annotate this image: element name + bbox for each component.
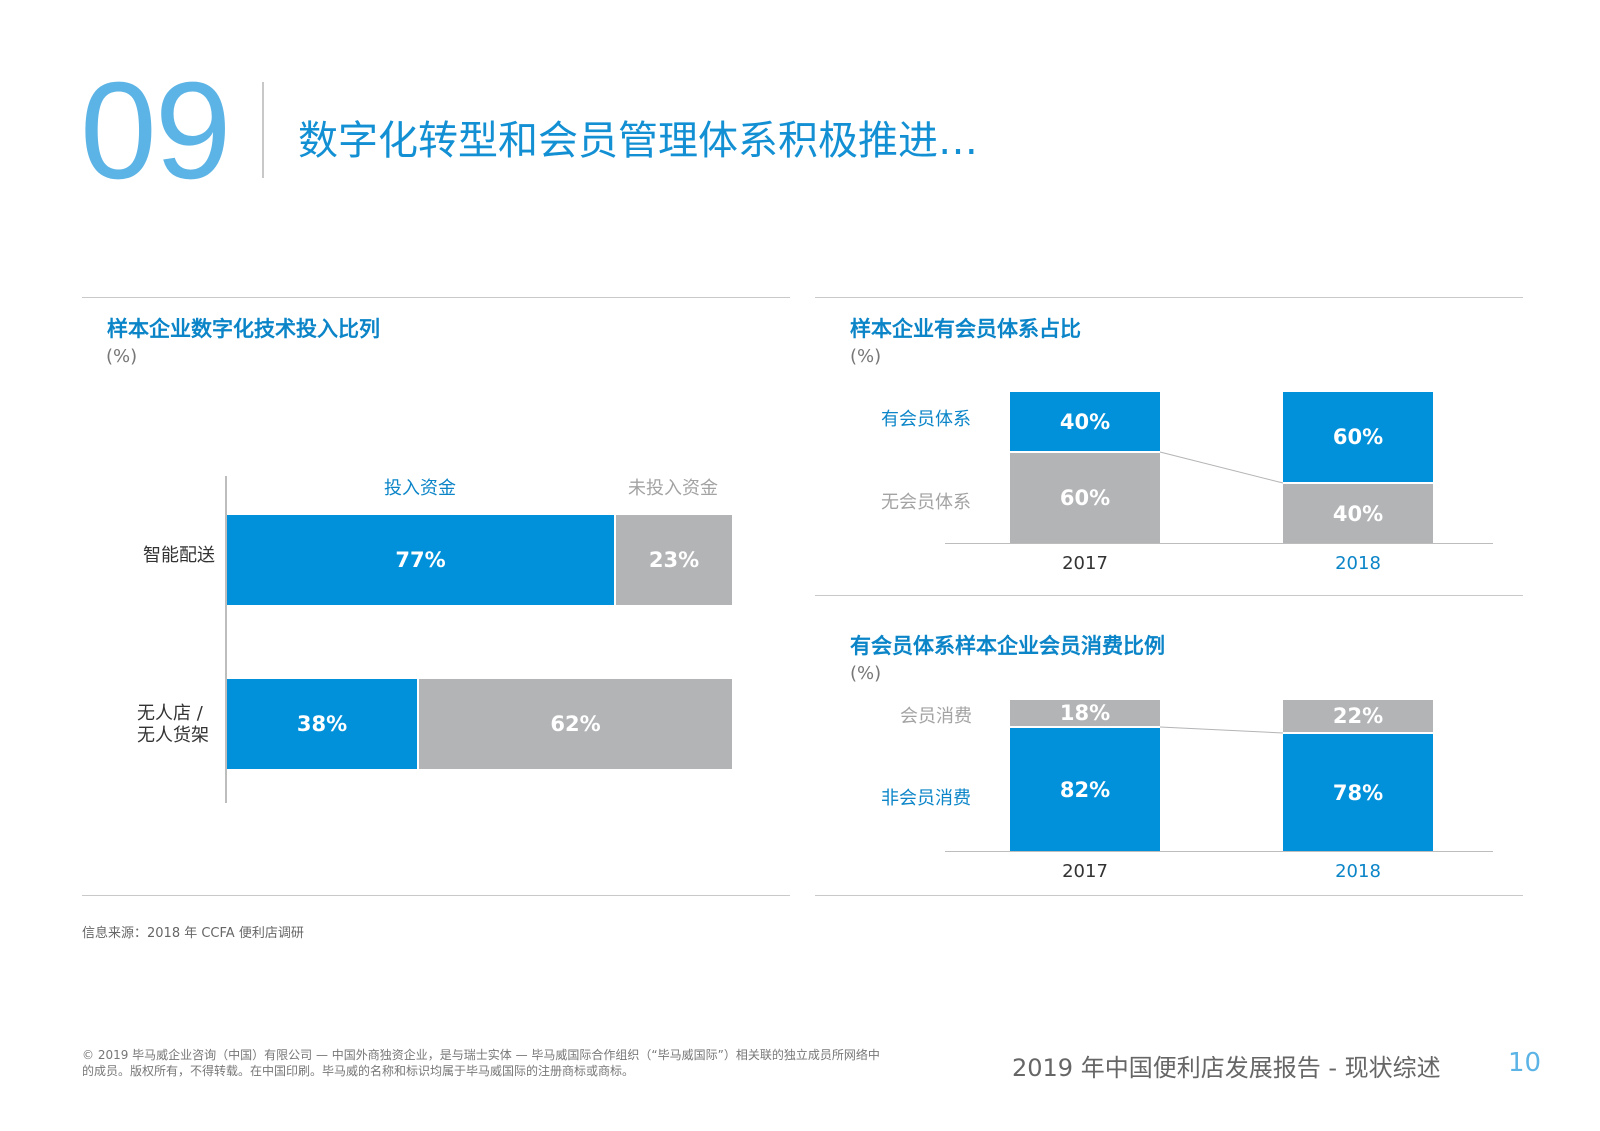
left-chart-title: 样本企业数字化技术投入比列 — [107, 317, 380, 341]
bar-top-2017: 40% — [1010, 392, 1160, 451]
legal-notice: © 2019 毕马威企业咨询（中国）有限公司 — 中国外商独资企业，是与瑞士实体… — [82, 1048, 880, 1078]
right-panel-bottom-rule — [815, 895, 1523, 896]
bar-invested-2: 38% — [227, 679, 417, 769]
year-label-2017: 2017 — [1062, 553, 1108, 574]
data-label: 78% — [1332, 780, 1384, 805]
bar-bottom-2017: 82% — [1010, 728, 1160, 851]
series-label-has-membership: 有会员体系 — [881, 409, 971, 430]
year-label-2017: 2017 — [1062, 861, 1108, 882]
bar-top-2018: 22% — [1283, 700, 1433, 732]
data-label: 23% — [648, 548, 700, 572]
bar-bottom-2018: 78% — [1283, 734, 1433, 851]
right-middle-rule — [815, 595, 1523, 596]
connector-line — [1159, 451, 1284, 484]
section-number: 09 — [80, 54, 231, 208]
right-bottom-chart-unit: (%) — [850, 663, 882, 684]
legend-not-invested: 未投入资金 — [628, 478, 718, 499]
data-label: 40% — [1059, 409, 1111, 434]
connector-line — [1159, 726, 1284, 734]
right-top-chart-title: 样本企业有会员体系占比 — [850, 317, 1081, 341]
data-label: 18% — [1059, 701, 1111, 725]
left-panel-top-rule — [82, 297, 790, 298]
chart-baseline — [945, 851, 1493, 852]
data-label: 40% — [1332, 501, 1384, 526]
data-label: 82% — [1059, 777, 1111, 802]
right-top-chart-unit: (%) — [850, 346, 882, 367]
footer-page-number: 10 — [1508, 1048, 1542, 1078]
data-label: 62% — [550, 712, 601, 736]
category-label-smart-delivery: 智能配送 — [143, 545, 215, 566]
right-bottom-chart-title: 有会员体系样本企业会员消费比例 — [850, 634, 1165, 658]
left-panel-bottom-rule — [82, 895, 790, 896]
series-label-non-member-spend: 非会员消费 — [881, 788, 971, 809]
data-label: 22% — [1332, 704, 1384, 728]
report-title: 2019 年中国便利店发展报告 - 现状综述 — [1012, 1054, 1441, 1082]
year-label-2018: 2018 — [1335, 861, 1381, 882]
series-label-member-spend: 会员消费 — [900, 706, 972, 727]
data-label: 60% — [1059, 486, 1111, 510]
year-label-2018: 2018 — [1335, 553, 1381, 574]
title-divider — [262, 82, 264, 178]
data-label: 77% — [395, 548, 446, 572]
page-title: 数字化转型和会员管理体系积极推进… — [298, 118, 978, 164]
data-source-note: 信息来源：2018 年 CCFA 便利店调研 — [82, 926, 304, 941]
bar-bottom-2017: 60% — [1010, 453, 1160, 543]
series-label-no-membership: 无会员体系 — [881, 492, 971, 513]
bar-top-2017: 18% — [1010, 700, 1160, 726]
bar-invested-1: 77% — [227, 515, 614, 605]
bar-not-invested-2: 62% — [419, 679, 732, 769]
chart-baseline — [945, 543, 1493, 544]
left-chart-axis — [225, 476, 227, 803]
left-chart-unit: (%) — [106, 346, 138, 367]
legend-invested: 投入资金 — [384, 478, 456, 499]
right-top-panel-rule — [815, 297, 1523, 298]
bar-not-invested-1: 23% — [616, 515, 732, 605]
category-label-unmanned-store: 无人店 / 无人货架 — [137, 703, 209, 746]
data-label: 60% — [1332, 425, 1384, 449]
bar-top-2018: 60% — [1283, 392, 1433, 482]
bar-bottom-2018: 40% — [1283, 484, 1433, 543]
data-label: 38% — [296, 712, 348, 736]
